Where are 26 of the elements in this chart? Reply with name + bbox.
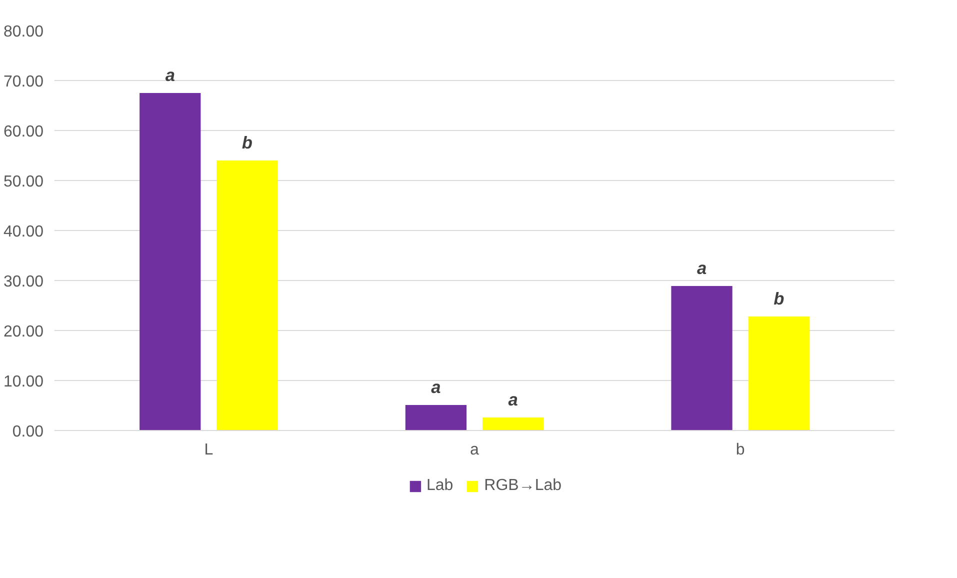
annotation: a	[431, 377, 442, 397]
bar	[140, 93, 201, 430]
annotation: b	[774, 288, 785, 308]
y-tick-label: 50.00	[3, 174, 44, 190]
annotation: a	[165, 65, 176, 85]
x-tick-label: L	[204, 442, 214, 458]
bar	[482, 418, 544, 430]
y-tick-label: 10.00	[3, 374, 44, 390]
bar	[671, 286, 732, 430]
y-tick-label: 80.00	[3, 24, 44, 40]
bar	[216, 160, 278, 430]
annotation: b	[242, 132, 253, 152]
legend-label: Lab	[426, 477, 454, 495]
y-tick-label: 20.00	[3, 324, 44, 340]
annotation: a	[508, 390, 518, 410]
legend-label: RGB→Lab	[484, 477, 562, 495]
y-tick-label: 40.00	[3, 224, 44, 240]
y-tick-label: 60.00	[3, 124, 44, 140]
bar	[748, 316, 810, 430]
x-tick-label: a	[470, 442, 480, 458]
y-tick-label: 0.00	[12, 424, 44, 440]
annotation: a	[696, 258, 707, 278]
x-tick-label: b	[736, 442, 745, 458]
y-tick-label: 30.00	[3, 274, 44, 290]
bar	[405, 405, 467, 430]
y-tick-label: 70.00	[3, 74, 44, 90]
